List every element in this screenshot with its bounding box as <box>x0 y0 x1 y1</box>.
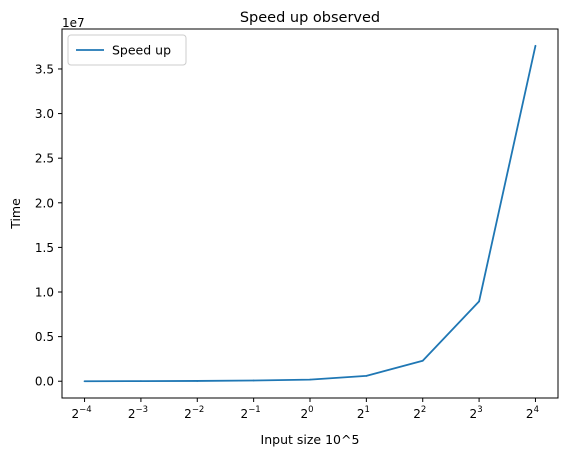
series-point <box>421 359 424 362</box>
y-tick-label: 3.0 <box>35 107 54 121</box>
x-tick-exponent: −3 <box>135 405 148 415</box>
x-tick-label: 2−4 <box>71 405 91 421</box>
legend: Speed up <box>67 34 187 66</box>
legend-box <box>67 34 187 66</box>
x-tick-exponent: 2 <box>421 405 426 415</box>
x-tick-label: 20 <box>300 405 313 421</box>
series-layer <box>83 44 537 383</box>
x-tick-exponent: −4 <box>79 405 92 415</box>
series-point <box>252 379 255 382</box>
x-tick-base: 2 <box>71 407 79 421</box>
x-tick-exponent: 4 <box>534 405 539 415</box>
y-tick-label: 1.5 <box>35 241 54 255</box>
x-tick-label: 2−3 <box>128 405 148 421</box>
x-tick-label: 2−1 <box>241 405 261 421</box>
x-tick-base: 2 <box>470 407 478 421</box>
x-axis-ticks: 2−4 2−3 2−2 2−1 20 21 22 23 24 <box>71 398 539 421</box>
series-point <box>365 374 368 377</box>
x-tick-exponent: 3 <box>477 405 482 415</box>
x-tick-label: 2−2 <box>184 405 204 421</box>
y-tick-label: 0.0 <box>35 375 54 389</box>
x-tick-base: 2 <box>357 407 365 421</box>
y-axis-ticks: 0.0 0.5 1.0 1.5 2.0 2.5 3.0 3.5 <box>35 62 62 389</box>
series-point <box>196 380 199 382</box>
x-tick-base: 2 <box>413 407 421 421</box>
x-tick-label: 22 <box>413 405 426 421</box>
series-point <box>478 300 480 303</box>
x-tick-exponent: −1 <box>248 405 261 415</box>
x-tick-label: 24 <box>526 405 539 421</box>
series-point <box>309 378 311 381</box>
x-tick-base: 2 <box>300 407 308 421</box>
x-tick-base: 2 <box>184 407 192 421</box>
series-point <box>140 380 142 383</box>
x-tick-label: 21 <box>357 405 370 421</box>
y-tick-label: 2.0 <box>35 196 54 210</box>
series-point <box>534 44 537 47</box>
y-tick-label: 2.5 <box>35 152 54 166</box>
x-tick-exponent: −2 <box>192 405 205 415</box>
y-tick-label: 1.0 <box>35 286 54 300</box>
x-tick-base: 2 <box>526 407 534 421</box>
x-tick-base: 2 <box>241 407 249 421</box>
legend-label: Speed up <box>112 43 171 58</box>
y-tick-label: 0.5 <box>35 330 54 344</box>
series-point <box>83 380 86 383</box>
x-tick-exponent: 0 <box>308 405 313 415</box>
x-tick-exponent: 1 <box>364 405 369 415</box>
y-tick-label: 3.5 <box>35 62 54 76</box>
x-tick-label: 23 <box>470 405 483 421</box>
chart-title: Speed up observed <box>240 10 380 26</box>
x-axis-label: Input size 10^5 <box>261 432 360 447</box>
y-offset-label: 1e7 <box>62 16 85 30</box>
x-tick-base: 2 <box>128 407 136 421</box>
y-axis-label: Time <box>8 198 23 230</box>
plot-frame <box>61 28 559 399</box>
